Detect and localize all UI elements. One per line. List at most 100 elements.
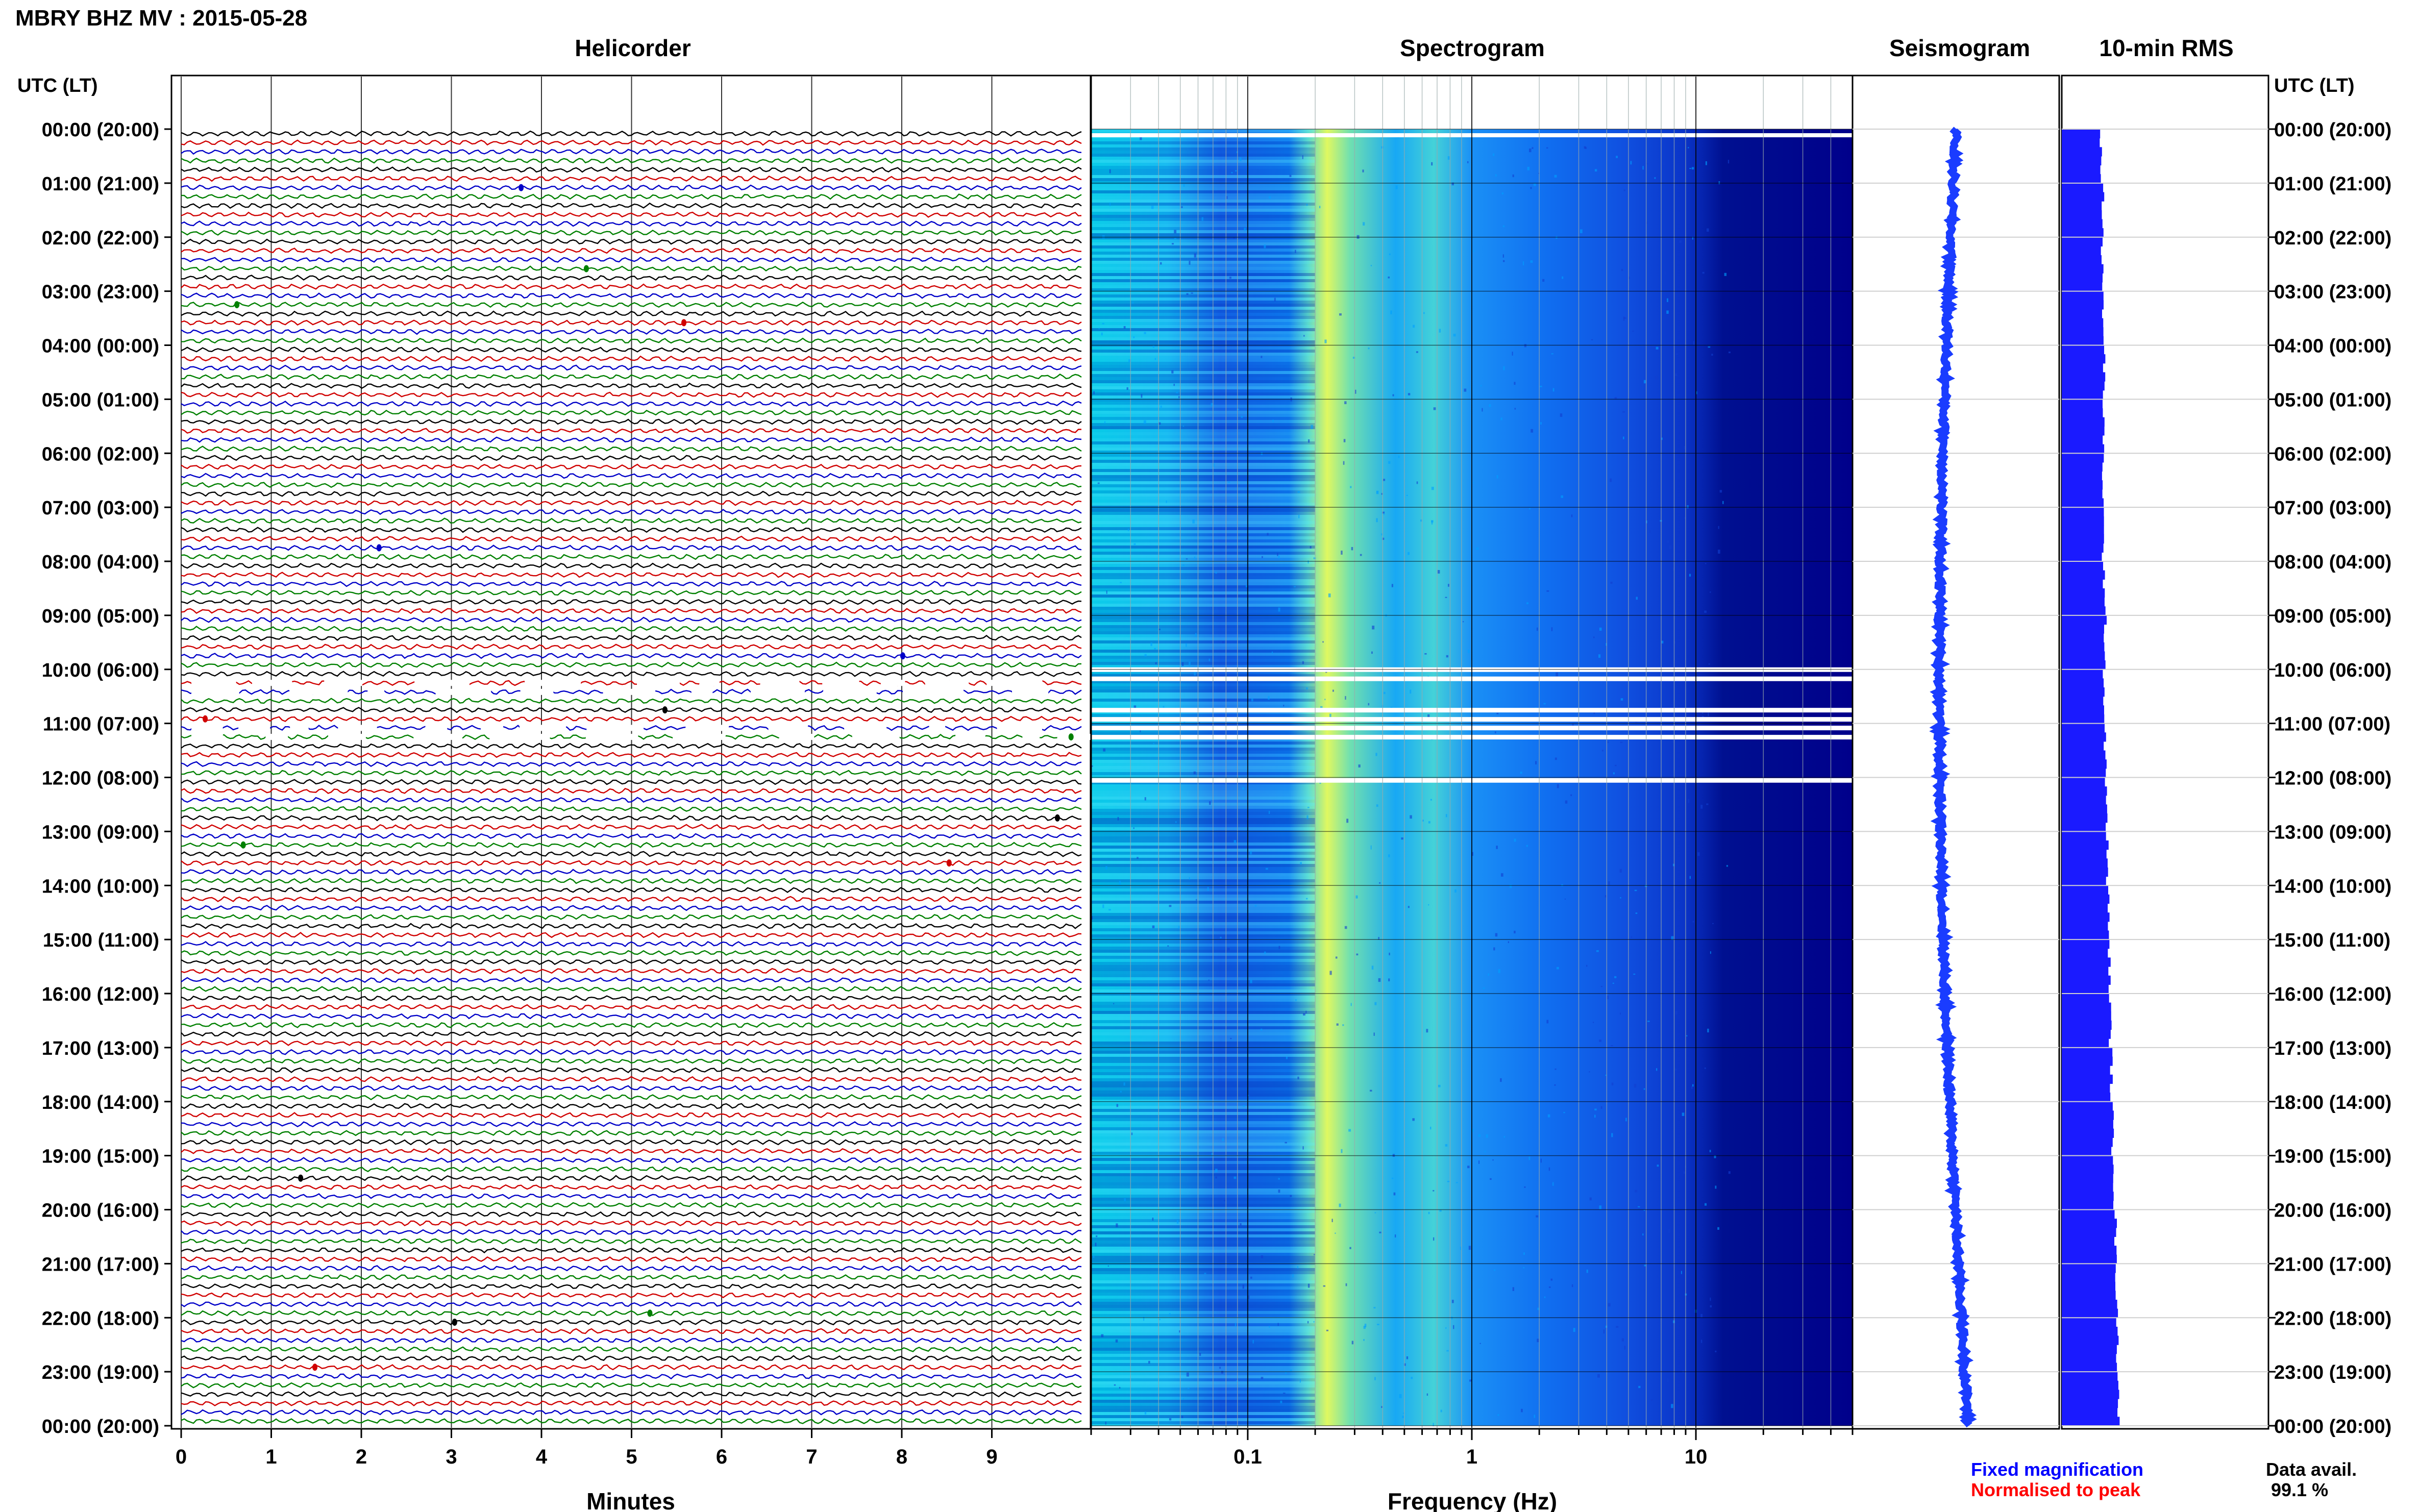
helicorder-trace [181,833,1082,839]
spectrogram-band [1091,374,1316,377]
spectrogram-band [1091,1326,1316,1329]
spectrogram-speckle [1668,1229,1670,1233]
spectrogram-band [1091,625,1316,628]
spectrogram-speckle [1551,353,1553,355]
helicorder-trace [181,1157,1082,1163]
spectrogram-speckle [1540,422,1542,425]
spectrogram-band [1091,732,1316,735]
spectrogram-band [1091,463,1316,466]
spectrogram-speckle [1728,351,1731,354]
left-axis-header: UTC (LT) [17,75,98,96]
spectrogram-speckle [1586,964,1588,967]
spectrogram-band [1091,325,1316,328]
spectrogram-speckle [1439,329,1441,333]
spectrogram-band [1091,653,1316,656]
helicorder-event [946,859,952,867]
spectrogram-speckle [1408,906,1410,908]
helicorder-trace [181,1121,1082,1127]
spectrogram-speckle [1392,1177,1394,1179]
spectrogram-band [1091,224,1316,227]
spectrogram-speckle [1606,643,1607,646]
spectrogram-speckle [1379,882,1381,884]
helicorder-x-ticks: 0 1 2 3 4 5 6 7 8 9 [176,1429,998,1468]
spectrogram-speckle [1498,969,1500,973]
spectrogram-band [1091,754,1316,757]
spectrogram-band [1091,264,1316,267]
spectrogram-speckle [1613,772,1615,775]
spectrogram-speckle [1262,556,1263,558]
spectrogram-band [1091,1152,1316,1155]
spectrogram-speckle [1388,276,1390,279]
spectrogram-speckle [1638,1385,1641,1389]
spectrogram-band [1091,1207,1316,1210]
spectrogram-speckle [1593,636,1595,638]
spectrogram-band [1091,674,1316,677]
helicorder-trace [181,265,1082,272]
spectrogram-speckle [1616,1326,1619,1328]
spectrogram-speckle [1144,1411,1147,1415]
spectrogram-speckle [1622,411,1625,413]
spectrogram-speckle [1620,698,1623,701]
rms-bar [2062,768,2106,778]
spectrogram-speckle [1224,1200,1226,1201]
spectrogram-speckle [1176,391,1178,393]
spectrogram-speckle [1360,554,1362,556]
spectrogram-speckle [1379,1231,1381,1233]
spectrogram-band [1091,965,1316,968]
spectrogram-band [1091,392,1316,395]
spectrogram-speckle [1710,951,1711,954]
spectrogram-speckle [1453,1325,1454,1329]
spectrogram-band [1091,659,1316,662]
seismogram-panel [1852,75,2060,1430]
spectrogram-speckle [1378,978,1381,982]
rms-bar [2062,138,2100,147]
rms-bar [2062,327,2104,337]
spectrogram-speckle [1117,816,1119,821]
spectrogram-speckle [1539,385,1542,387]
spectrogram-band [1091,1204,1316,1207]
spectrogram-speckle [1500,417,1502,420]
time-label-left: 07:00 (03:00) [42,498,159,519]
helicorder-trace [181,445,1082,452]
helicorder-trace [181,1193,1082,1200]
rms-bar [2062,678,2104,688]
rms-bar [2062,1011,2111,1021]
rms-bar [2062,994,2109,1003]
helicorder-trace [181,634,1082,641]
spectrogram-band [1091,383,1316,386]
spectrogram-speckle [1608,881,1610,885]
time-label-right: 21:00 (17:00) [2274,1254,2391,1275]
spectrogram-band [1091,337,1316,340]
spectrogram-speckle [1169,1418,1172,1421]
spectrogram-speckle [1423,312,1425,314]
helicorder-trace [181,1103,1082,1109]
helicorder-gap [768,725,808,731]
spectrogram-band [1091,200,1316,203]
spectrogram-band [1091,1412,1316,1415]
spectrogram-band [1091,643,1316,647]
spectrogram-band [1091,546,1316,549]
spectrogram-speckle [1706,228,1709,232]
spectrogram-speckle [1514,838,1516,842]
spectrogram-speckle [1212,463,1215,467]
helicorder-trace [181,1049,1082,1055]
helicorder-trace [181,1085,1082,1092]
spectrogram-speckle [1700,805,1703,809]
spectrogram-speckle [1102,904,1104,908]
spectrogram-speckle [1182,425,1184,427]
spectrogram-band [1091,417,1316,420]
rms-bar [2062,1182,2113,1192]
spectrogram-band [1091,1011,1316,1014]
spectrogram-speckle [1094,1149,1095,1151]
spectrogram-band [1091,855,1316,858]
spectrogram-band [1091,1305,1316,1308]
spectrogram-speckle [1306,687,1308,689]
spectrogram-band [1091,172,1316,175]
spectrogram-speckle [1182,1398,1184,1400]
spectrogram-band [1091,769,1316,772]
spectrogram-band [1091,1130,1316,1133]
helicorder-trace [181,130,1082,137]
spectrogram-speckle [1144,332,1146,334]
spectrogram-band [1091,1354,1316,1357]
spectrogram-speckle [1675,1011,1678,1014]
